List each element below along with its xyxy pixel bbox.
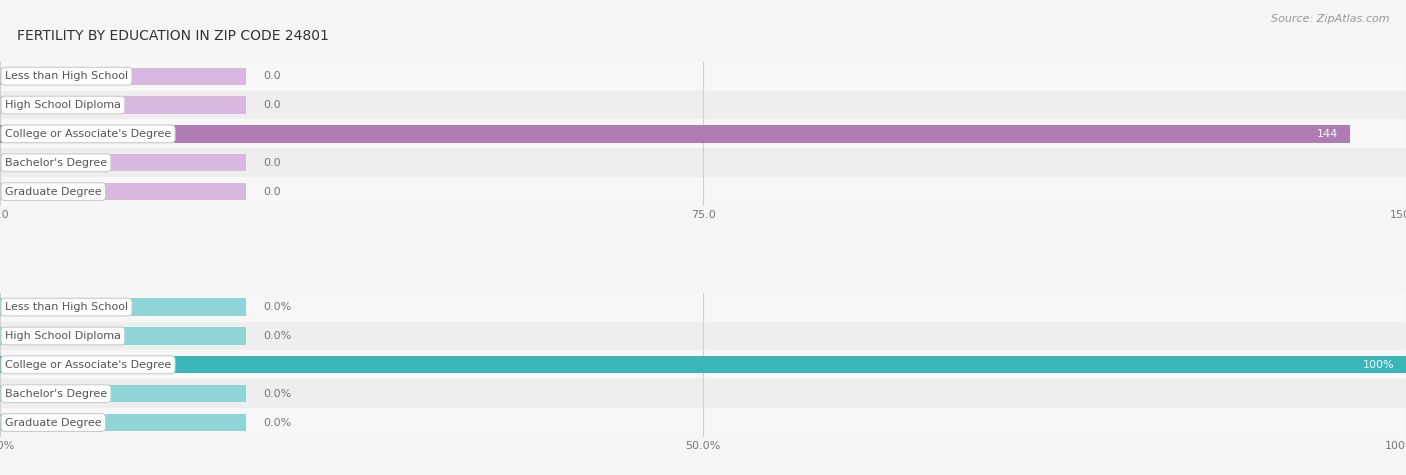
Text: 0.0: 0.0 [263,187,281,197]
Bar [0,385,246,402]
Text: College or Associate's Degree: College or Associate's Degree [6,129,172,139]
Bar [0,293,1406,322]
Text: High School Diploma: High School Diploma [6,100,121,110]
Text: 0.0%: 0.0% [263,418,291,428]
Bar [0,96,246,114]
Bar [0,120,1406,148]
Text: High School Diploma: High School Diploma [6,331,121,341]
Text: Graduate Degree: Graduate Degree [6,418,101,428]
Bar [0,125,1350,142]
Bar [0,91,1406,120]
Text: 100%: 100% [1364,360,1395,370]
Bar [0,351,1406,379]
Text: Less than High School: Less than High School [6,71,128,81]
Bar [0,62,1406,91]
Bar [0,67,246,85]
Bar [0,154,246,171]
Bar [0,298,246,316]
Bar [0,379,1406,408]
Bar [0,322,1406,351]
Text: 0.0%: 0.0% [263,302,291,312]
Bar [0,408,1406,437]
Bar [0,414,246,431]
Text: Less than High School: Less than High School [6,302,128,312]
Text: Bachelor's Degree: Bachelor's Degree [6,158,107,168]
Text: 0.0: 0.0 [263,158,281,168]
Text: Source: ZipAtlas.com: Source: ZipAtlas.com [1271,14,1389,24]
Bar [0,148,1406,177]
Text: 0.0: 0.0 [263,100,281,110]
Bar [0,356,1406,373]
Text: FERTILITY BY EDUCATION IN ZIP CODE 24801: FERTILITY BY EDUCATION IN ZIP CODE 24801 [17,28,329,42]
Text: 144: 144 [1317,129,1339,139]
Bar [0,327,246,345]
Text: College or Associate's Degree: College or Associate's Degree [6,360,172,370]
Text: 0.0%: 0.0% [263,331,291,341]
Text: 0.0: 0.0 [263,71,281,81]
Text: Graduate Degree: Graduate Degree [6,187,101,197]
Bar [0,177,1406,206]
Text: Bachelor's Degree: Bachelor's Degree [6,389,107,399]
Bar [0,183,246,200]
Text: 0.0%: 0.0% [263,389,291,399]
